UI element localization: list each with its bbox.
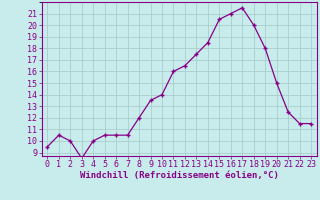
- X-axis label: Windchill (Refroidissement éolien,°C): Windchill (Refroidissement éolien,°C): [80, 171, 279, 180]
